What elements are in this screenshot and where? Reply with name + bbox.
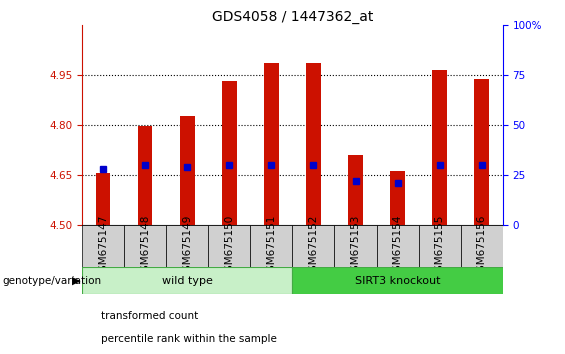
Bar [138,126,153,225]
Bar [180,116,194,225]
Bar [475,79,489,225]
Bar [222,81,237,225]
Bar [390,171,405,225]
Text: GSM675156: GSM675156 [477,214,487,278]
Bar [461,225,503,267]
Bar [82,225,124,267]
Bar [293,225,334,267]
Text: GSM675153: GSM675153 [350,214,360,278]
Bar [376,225,419,267]
Bar [208,225,250,267]
Bar [334,225,376,267]
Bar [432,70,447,225]
Text: GSM675150: GSM675150 [224,215,234,278]
Text: GSM675148: GSM675148 [140,214,150,278]
Bar [419,225,461,267]
Bar [250,225,293,267]
Text: transformed count: transformed count [101,311,198,321]
Bar [348,155,363,225]
Bar [306,63,321,225]
Text: GSM675154: GSM675154 [393,214,403,278]
Text: GSM675147: GSM675147 [98,214,108,278]
Text: GSM675151: GSM675151 [266,214,276,278]
Bar [82,267,293,294]
Bar [95,173,110,225]
Title: GDS4058 / 1447362_at: GDS4058 / 1447362_at [212,10,373,24]
Bar [166,225,208,267]
Text: percentile rank within the sample: percentile rank within the sample [101,334,276,344]
Text: GSM675152: GSM675152 [308,214,319,278]
Bar [293,267,503,294]
Bar [124,225,166,267]
Text: ▶: ▶ [72,275,81,286]
Text: SIRT3 knockout: SIRT3 knockout [355,275,440,286]
Bar [264,63,279,225]
Text: wild type: wild type [162,275,212,286]
Text: genotype/variation: genotype/variation [3,275,102,286]
Text: GSM675149: GSM675149 [182,214,192,278]
Text: GSM675155: GSM675155 [434,214,445,278]
